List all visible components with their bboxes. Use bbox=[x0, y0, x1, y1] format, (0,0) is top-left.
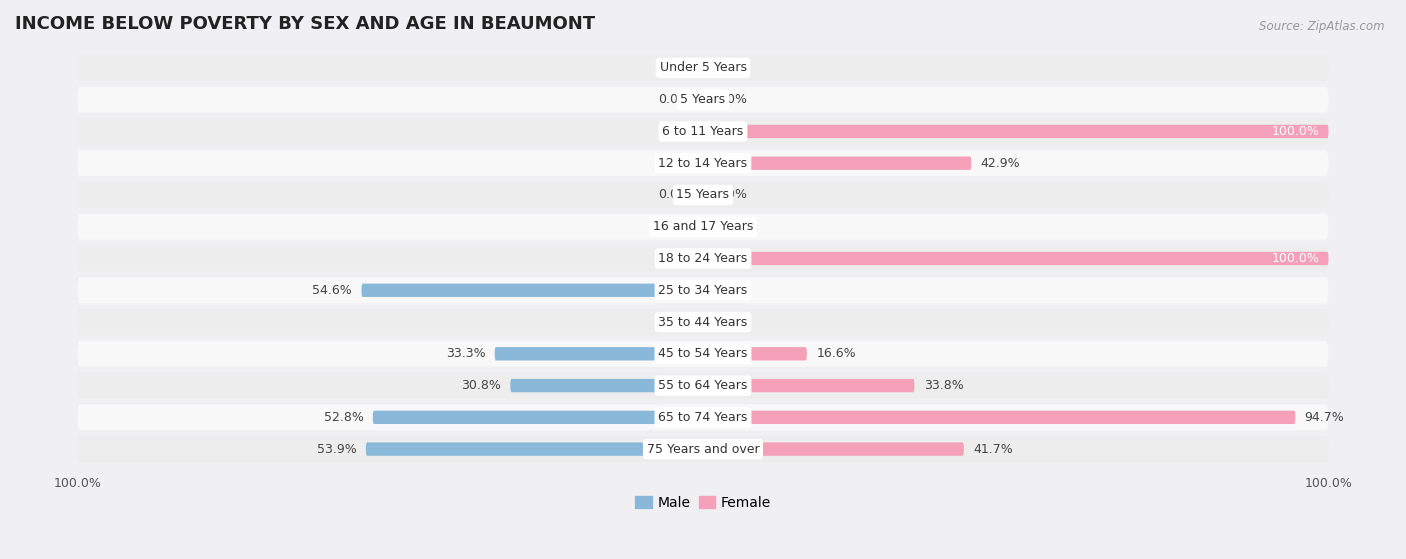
Text: 75 Years and over: 75 Years and over bbox=[647, 443, 759, 456]
FancyBboxPatch shape bbox=[510, 379, 703, 392]
Text: 0.0%: 0.0% bbox=[716, 93, 748, 106]
FancyBboxPatch shape bbox=[77, 182, 1329, 208]
FancyBboxPatch shape bbox=[77, 245, 1329, 272]
Text: 0.0%: 0.0% bbox=[716, 61, 748, 74]
Text: 33.3%: 33.3% bbox=[446, 347, 485, 361]
Text: 30.8%: 30.8% bbox=[461, 379, 501, 392]
FancyBboxPatch shape bbox=[703, 379, 914, 392]
Text: Under 5 Years: Under 5 Years bbox=[659, 61, 747, 74]
Text: 0.0%: 0.0% bbox=[658, 220, 690, 233]
Text: 15 Years: 15 Years bbox=[676, 188, 730, 201]
Text: INCOME BELOW POVERTY BY SEX AND AGE IN BEAUMONT: INCOME BELOW POVERTY BY SEX AND AGE IN B… bbox=[15, 15, 595, 33]
Text: 100.0%: 100.0% bbox=[1271, 125, 1319, 138]
FancyBboxPatch shape bbox=[703, 442, 965, 456]
Text: 41.7%: 41.7% bbox=[973, 443, 1012, 456]
Text: Source: ZipAtlas.com: Source: ZipAtlas.com bbox=[1260, 20, 1385, 32]
FancyBboxPatch shape bbox=[361, 283, 703, 297]
Text: 0.0%: 0.0% bbox=[658, 61, 690, 74]
Legend: Male, Female: Male, Female bbox=[630, 490, 776, 515]
Text: 0.0%: 0.0% bbox=[658, 315, 690, 329]
FancyBboxPatch shape bbox=[703, 252, 1329, 265]
Text: 25 to 34 Years: 25 to 34 Years bbox=[658, 284, 748, 297]
Text: 94.7%: 94.7% bbox=[1305, 411, 1344, 424]
Text: 0.0%: 0.0% bbox=[658, 188, 690, 201]
Text: 0.0%: 0.0% bbox=[716, 284, 748, 297]
Text: 0.0%: 0.0% bbox=[716, 315, 748, 329]
Text: 0.0%: 0.0% bbox=[658, 252, 690, 265]
FancyBboxPatch shape bbox=[373, 411, 703, 424]
Text: 55 to 64 Years: 55 to 64 Years bbox=[658, 379, 748, 392]
FancyBboxPatch shape bbox=[703, 125, 1329, 138]
Text: 54.6%: 54.6% bbox=[312, 284, 352, 297]
Text: 0.0%: 0.0% bbox=[658, 157, 690, 170]
Text: 0.0%: 0.0% bbox=[658, 125, 690, 138]
Text: 42.9%: 42.9% bbox=[981, 157, 1021, 170]
Text: 6 to 11 Years: 6 to 11 Years bbox=[662, 125, 744, 138]
Text: 0.0%: 0.0% bbox=[716, 220, 748, 233]
Text: 16 and 17 Years: 16 and 17 Years bbox=[652, 220, 754, 233]
FancyBboxPatch shape bbox=[77, 341, 1329, 367]
Text: 16.6%: 16.6% bbox=[817, 347, 856, 361]
Text: 53.9%: 53.9% bbox=[316, 443, 357, 456]
Text: 0.0%: 0.0% bbox=[716, 188, 748, 201]
Text: 45 to 54 Years: 45 to 54 Years bbox=[658, 347, 748, 361]
FancyBboxPatch shape bbox=[703, 411, 1295, 424]
FancyBboxPatch shape bbox=[77, 119, 1329, 144]
FancyBboxPatch shape bbox=[77, 372, 1329, 399]
FancyBboxPatch shape bbox=[366, 442, 703, 456]
Text: 52.8%: 52.8% bbox=[323, 411, 363, 424]
FancyBboxPatch shape bbox=[77, 309, 1329, 335]
FancyBboxPatch shape bbox=[703, 157, 972, 170]
FancyBboxPatch shape bbox=[77, 87, 1329, 113]
FancyBboxPatch shape bbox=[77, 436, 1329, 462]
FancyBboxPatch shape bbox=[77, 55, 1329, 81]
FancyBboxPatch shape bbox=[703, 347, 807, 361]
FancyBboxPatch shape bbox=[495, 347, 703, 361]
FancyBboxPatch shape bbox=[77, 150, 1329, 176]
Text: 33.8%: 33.8% bbox=[924, 379, 963, 392]
FancyBboxPatch shape bbox=[77, 404, 1329, 430]
Text: 12 to 14 Years: 12 to 14 Years bbox=[658, 157, 748, 170]
FancyBboxPatch shape bbox=[77, 277, 1329, 304]
Text: 0.0%: 0.0% bbox=[658, 93, 690, 106]
Text: 35 to 44 Years: 35 to 44 Years bbox=[658, 315, 748, 329]
Text: 65 to 74 Years: 65 to 74 Years bbox=[658, 411, 748, 424]
FancyBboxPatch shape bbox=[77, 214, 1329, 240]
Text: 5 Years: 5 Years bbox=[681, 93, 725, 106]
Text: 100.0%: 100.0% bbox=[1271, 252, 1319, 265]
Text: 18 to 24 Years: 18 to 24 Years bbox=[658, 252, 748, 265]
